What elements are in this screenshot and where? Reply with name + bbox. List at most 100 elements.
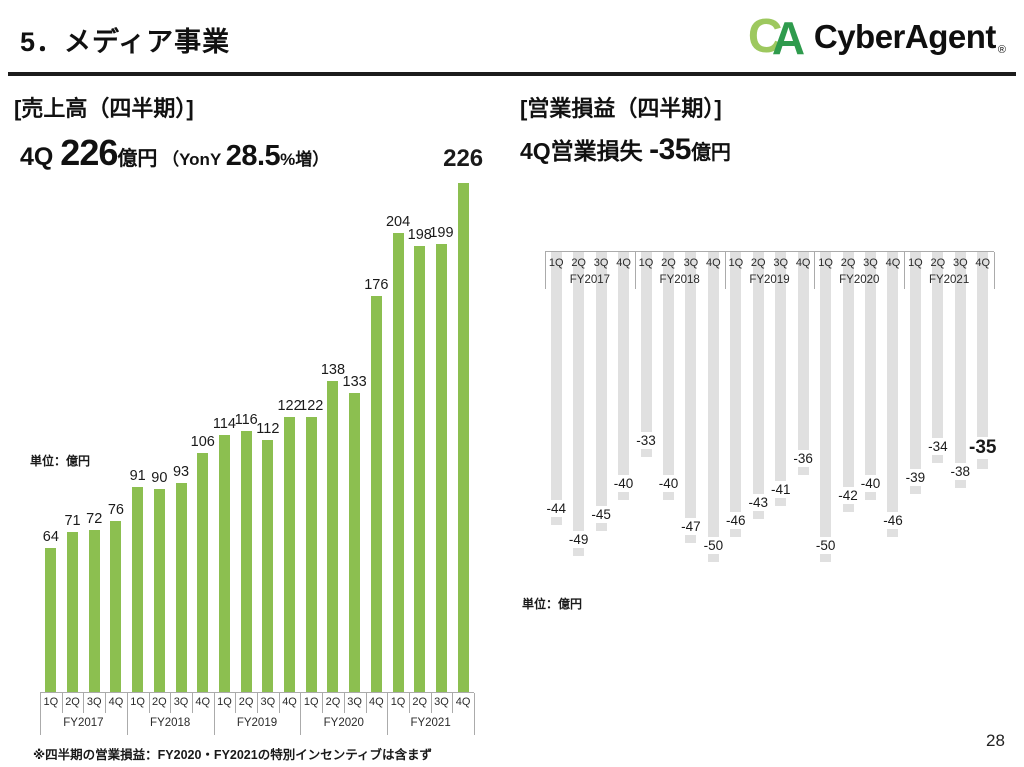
fy-tick (724, 252, 726, 289)
bar-label-FY2021-4Q: -35 (967, 437, 999, 459)
bar-FY2019-3Q (775, 252, 787, 506)
quarter-tick (343, 693, 345, 713)
quarter-tick (170, 693, 172, 713)
operating-loss-unit-label: 単位：億円 (522, 597, 583, 611)
bar-FY2017-2Q (67, 532, 79, 692)
axis-label-FY2017: FY2017 (569, 274, 611, 286)
logo-wordmark: CyberAgent (813, 18, 997, 55)
bar-FY2018-2Q (153, 489, 165, 692)
axis-label-FY2019-3Q: 3Q (260, 696, 276, 708)
fy-tick (474, 693, 475, 735)
quarter-tick (408, 693, 410, 713)
axis-label-FY2020: FY2020 (839, 274, 880, 286)
axis-label-FY2017-2Q: 2Q (571, 257, 586, 269)
axis-label-FY2021: FY2021 (410, 717, 451, 729)
bar-label-FY2018-3Q: 93 (172, 464, 190, 480)
headline-quarter: 4Q (20, 143, 61, 171)
revenue-quarterly-chart: 単位：億円 1Q 2Q 3Q 4Q FY2017 1Q 2Q 3Q 4Q FY2018 1Q 2Q 3Q… (0, 145, 510, 750)
axis-label-FY2018-3Q: 3Q (683, 257, 699, 269)
quarter-tick (322, 693, 324, 713)
left-panel-heading: [売上高（四半期）] (14, 96, 194, 121)
fy-tick (814, 252, 816, 289)
axis-label-FY2017-3Q: 3Q (86, 696, 102, 708)
axis-label-FY2017-1Q: 1Q (548, 257, 564, 269)
quarter-tick (452, 693, 454, 713)
bar-label-FY2017-2Q: -49 (566, 531, 591, 548)
bar-FY2018-4Q (197, 453, 209, 692)
bar-label-FY2019-4Q: -36 (791, 450, 815, 467)
axis-label-FY2020-3Q: 3Q (863, 257, 878, 269)
bar-label-FY2018-1Q: -33 (634, 432, 658, 449)
bar-FY2017-2Q (573, 252, 585, 556)
bar-label-FY2018-4Q: -50 (701, 537, 726, 554)
axis-label-FY2017-1Q: 1Q (43, 696, 59, 708)
headline-loss-unit: 億円 (690, 142, 731, 164)
bar-FY2019-1Q (218, 435, 230, 692)
bar-FY2020-1Q (305, 417, 317, 692)
bar-label-FY2017-4Q: 76 (107, 502, 124, 518)
bar-label-FY2021-2Q: -34 (926, 438, 950, 455)
bar-FY2020-3Q (349, 393, 361, 692)
bar-FY2021-4Q (457, 183, 469, 692)
bar-label-FY2018-2Q: 90 (151, 470, 168, 486)
axis-label-FY2017-3Q: 3Q (593, 257, 609, 269)
axis-label-FY2020-3Q: 3Q (347, 696, 362, 708)
headline-unit: 億円 (117, 148, 158, 170)
fy-tick (300, 693, 302, 735)
operating-loss-quarterly-chart: 単位：億円 1Q 2Q 3Q 4Q FY2017 1Q 2Q 3Q 4Q FY2018 1Q 2Q 3Q… (512, 170, 1024, 630)
bar-FY2020-3Q (865, 252, 877, 500)
bar-label-FY2020-4Q: 176 (364, 277, 389, 293)
bar-label-FY2020-2Q: -42 (836, 487, 860, 504)
bar-label-FY2020-3Q: 133 (342, 374, 367, 390)
bar-FY2017-1Q (45, 548, 57, 692)
axis-label-FY2017-2Q: 2Q (65, 696, 80, 708)
quarter-tick (430, 693, 432, 713)
axis-label-FY2017: FY2017 (63, 717, 104, 729)
bar-FY2019-2Q (752, 252, 764, 519)
quarter-tick (83, 693, 85, 713)
axis-label-FY2020-1Q: 1Q (303, 696, 319, 708)
bar-label-FY2021-1Q: -39 (903, 469, 928, 486)
axis-label-FY2018-4Q: 4Q (706, 257, 721, 269)
bar-FY2017-4Q (618, 252, 630, 500)
bar-label-FY2019-1Q: -46 (724, 512, 748, 529)
bar-FY2017-3Q (595, 252, 607, 531)
axis-label-FY2019: FY2019 (236, 717, 278, 729)
quarter-tick (365, 693, 367, 713)
cyberagent-logo: C A CyberAgent ® (748, 10, 1006, 64)
axis-label-FY2018: FY2018 (150, 717, 191, 729)
axis-label-FY2019-1Q: 1Q (728, 257, 744, 269)
bar-label-FY2019-2Q: 116 (234, 412, 258, 428)
bar-label-FY2021-2Q: 198 (407, 227, 432, 243)
bar-label-FY2017-2Q: 71 (64, 513, 81, 529)
bar-FY2020-4Q (887, 252, 899, 537)
bar-label-FY2017-3Q: -45 (589, 506, 613, 523)
axis-line (40, 692, 474, 693)
axis-label-FY2021-3Q: 3Q (434, 696, 449, 708)
bar-FY2019-1Q (730, 252, 742, 537)
bar-label-FY2018-4Q: 106 (190, 434, 215, 450)
bar-FY2018-4Q (707, 252, 719, 562)
bar-label-FY2018-2Q: -40 (656, 475, 681, 492)
bar-FY2017-3Q (88, 530, 100, 692)
bar-FY2021-3Q (954, 252, 966, 488)
bar-FY2017-4Q (110, 521, 122, 692)
axis-line (545, 251, 994, 252)
fy-tick (634, 252, 636, 289)
bar-FY2018-3Q (685, 252, 697, 543)
quarter-tick (148, 693, 150, 713)
footnote: ※四半期の営業損益：FY2020・FY2021の特別インセンティブは含まず (33, 748, 432, 762)
fy-tick (126, 693, 128, 735)
bar-label-FY2020-3Q: -40 (858, 475, 883, 492)
registered-trademark-icon: ® (997, 44, 1006, 56)
bar-label-FY2021-4Q: 226 (443, 145, 484, 172)
bar-label-FY2017-4Q: -40 (611, 475, 636, 492)
axis-label-FY2020-4Q: 4Q (885, 257, 901, 269)
quarter-tick (61, 693, 63, 713)
headline-loss-prefix: 4Q営業損失 (520, 138, 650, 164)
bar-label-FY2017-3Q: 72 (86, 511, 103, 527)
axis-label-FY2018-2Q: 2Q (661, 257, 676, 269)
bar-label-FY2021-3Q: -38 (948, 463, 973, 480)
quarter-tick (257, 693, 258, 713)
axis-label-FY2017-4Q: 4Q (108, 696, 124, 708)
